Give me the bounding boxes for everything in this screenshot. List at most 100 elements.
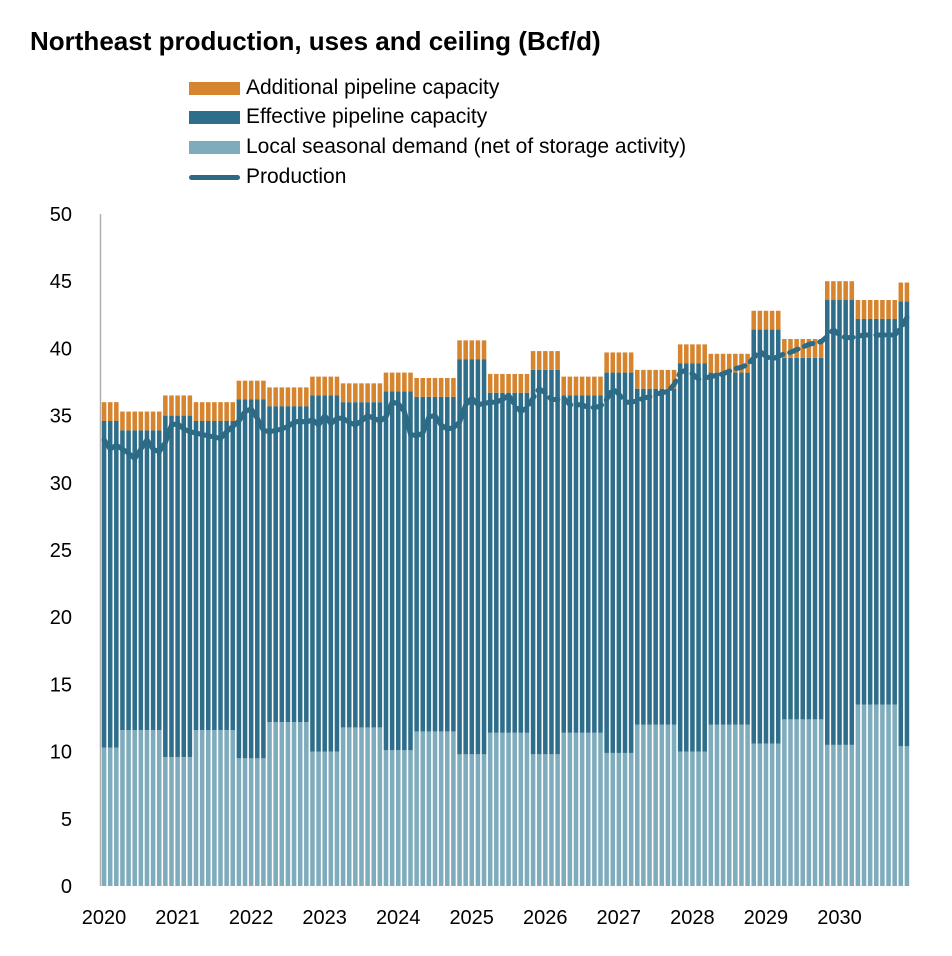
bar-additional <box>622 352 628 373</box>
bar-effective <box>101 420 107 748</box>
bar-effective <box>714 372 720 725</box>
bar-effective <box>107 420 113 748</box>
bar-additional <box>653 369 658 389</box>
bar-effective <box>543 369 548 755</box>
legend-item-additional: Additional pipeline capacity <box>189 76 499 100</box>
bar-effective <box>855 318 861 705</box>
bar-additional <box>359 383 364 403</box>
bar-additional <box>261 380 266 400</box>
bar-effective <box>395 391 401 751</box>
bar-local <box>518 732 524 886</box>
bar-additional <box>610 352 616 373</box>
y-tick-label: 50 <box>50 204 72 226</box>
month-bar <box>598 376 603 886</box>
month-bar <box>739 353 744 886</box>
bar-effective <box>536 369 542 755</box>
month-bar <box>242 380 248 886</box>
bar-local <box>702 751 707 886</box>
month-bar <box>898 282 904 886</box>
bar-local <box>377 727 383 886</box>
bar-effective <box>567 395 573 733</box>
bar-additional <box>365 383 370 403</box>
legend-label: Additional pipeline capacity <box>246 76 500 99</box>
bar-additional <box>279 387 285 407</box>
bar-additional <box>898 282 904 302</box>
bar-local <box>334 751 340 886</box>
month-bar <box>800 338 806 886</box>
bar-local <box>874 704 879 886</box>
month-bar <box>236 380 242 886</box>
month-bar <box>555 351 560 886</box>
bar-effective <box>512 392 517 733</box>
bar-effective <box>831 300 836 745</box>
bar-additional <box>463 340 468 360</box>
month-bar <box>733 353 738 886</box>
bar-additional <box>677 344 683 364</box>
bar-local <box>831 744 836 886</box>
month-bar <box>518 373 524 886</box>
bar-effective <box>218 420 223 731</box>
bar-additional <box>248 380 254 400</box>
month-bar <box>273 387 278 886</box>
bar-local <box>647 724 652 886</box>
bar-additional <box>150 411 156 431</box>
month-bar <box>610 352 616 886</box>
bar-local <box>261 758 266 886</box>
month-bar <box>138 411 144 886</box>
bar-additional <box>334 376 340 396</box>
month-bar <box>304 387 309 886</box>
month-bar <box>592 376 597 886</box>
bar-effective <box>843 300 848 745</box>
bar-additional <box>757 310 763 330</box>
bar-additional <box>304 387 309 407</box>
y-tick-label: 30 <box>50 473 72 495</box>
bar-local <box>395 750 401 886</box>
legend-swatch-additional <box>189 81 240 95</box>
bar-local <box>242 758 248 886</box>
month-bar <box>677 344 683 886</box>
month-bar <box>585 376 591 886</box>
month-bar <box>543 351 548 886</box>
bar-local <box>794 719 799 886</box>
bar-effective <box>849 300 855 745</box>
bar-additional <box>451 377 456 397</box>
bar-local <box>763 743 769 886</box>
bar-local <box>107 747 113 886</box>
bar-effective <box>763 329 769 744</box>
bar-local <box>512 732 517 886</box>
month-bar <box>150 411 156 886</box>
month-bar <box>714 353 720 886</box>
bar-effective <box>598 395 603 733</box>
bar-additional <box>267 387 272 407</box>
bar-additional <box>395 372 401 392</box>
bar-additional <box>402 372 407 392</box>
bar-additional <box>745 353 750 373</box>
bar-local <box>671 724 677 886</box>
bar-additional <box>843 281 848 301</box>
month-bar <box>408 372 413 886</box>
bar-additional <box>800 338 806 358</box>
bar-effective <box>230 420 236 731</box>
bar-local <box>880 704 885 886</box>
bar-additional <box>641 369 646 389</box>
month-bar <box>193 402 199 886</box>
bar-additional <box>861 300 867 319</box>
legend-item-local: Local seasonal demand (net of storage ac… <box>189 135 686 159</box>
month-bar <box>389 372 395 886</box>
y-tick-label: 40 <box>50 338 72 360</box>
bar-effective <box>359 402 364 728</box>
bar-effective <box>579 395 585 733</box>
bar-local <box>812 719 818 886</box>
month-bar <box>445 377 450 886</box>
month-bar <box>101 402 107 886</box>
bar-additional <box>224 402 229 421</box>
bar-effective <box>812 357 818 720</box>
month-bar <box>114 402 119 886</box>
bar-additional <box>555 351 560 370</box>
bar-additional <box>628 352 634 373</box>
month-bar <box>212 402 217 886</box>
bar-additional <box>328 376 334 396</box>
month-bar <box>310 376 315 886</box>
bar-additional <box>696 344 701 364</box>
bar-effective <box>273 406 278 723</box>
